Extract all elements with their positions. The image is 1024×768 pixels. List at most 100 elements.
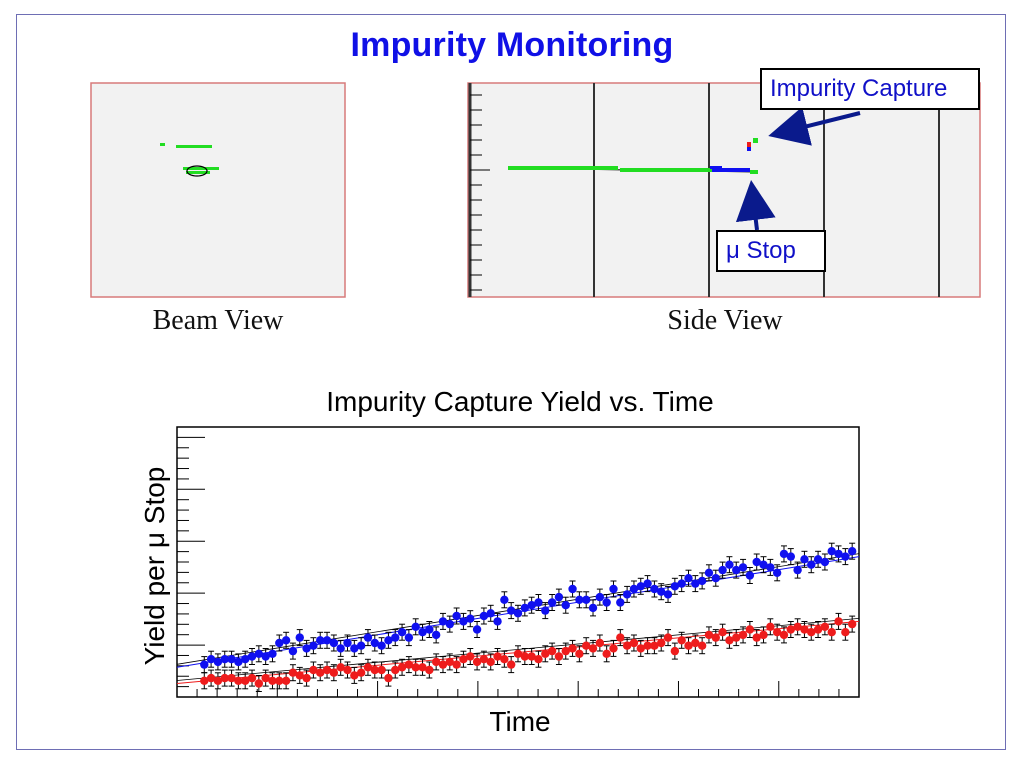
data-point [247,648,257,665]
point-marker [316,668,325,677]
point-marker [268,649,277,658]
data-point [622,585,632,603]
data-point [493,648,502,665]
point-marker [220,673,229,683]
point-marker [793,565,802,575]
point-marker [732,565,741,575]
point-marker [663,633,673,642]
data-point [391,661,400,679]
data-point [275,672,284,690]
point-marker [466,614,475,623]
point-marker [752,557,761,567]
point-marker [288,668,298,677]
data-point [329,664,339,682]
data-point [370,661,379,679]
data-point [254,645,264,663]
point-marker [254,649,264,658]
data-point [663,585,673,603]
data-point [377,661,386,679]
point-marker [438,617,448,626]
point-marker [609,644,618,653]
data-point [513,645,523,663]
data-point [302,639,311,657]
data-point [759,556,768,574]
point-marker [677,579,686,588]
point-marker [445,619,454,629]
point-marker [691,579,700,588]
data-point [220,669,229,687]
data-point [200,672,209,690]
data-point [472,653,482,671]
point-marker [268,676,277,685]
point-marker [847,619,857,629]
point-marker [841,552,850,561]
point-marker [759,630,768,640]
data-point [684,569,693,587]
data-point [704,564,714,582]
point-marker [772,628,782,637]
data-point [356,664,366,682]
data-point [411,618,420,636]
point-marker [602,649,611,658]
point-marker [336,644,345,653]
data-point [261,669,270,687]
data-point [459,650,468,668]
point-marker [643,579,652,588]
data-point [847,615,857,633]
data-point [779,545,789,563]
data-point [595,634,605,652]
point-marker [704,568,714,577]
data-point [677,575,686,593]
point-marker [431,657,441,667]
point-marker [500,655,509,664]
point-marker [452,611,461,621]
point-marker [384,636,393,645]
point-marker [691,638,700,648]
data-point [247,669,257,687]
data-point [500,591,509,609]
slide-frame [16,14,1006,750]
data-point [288,642,298,660]
data-point [391,629,400,647]
point-marker [520,652,530,661]
point-marker [302,673,311,683]
data-point [766,558,775,576]
point-marker [261,652,270,661]
data-point [295,629,304,647]
point-marker [684,641,693,650]
data-point [711,629,720,647]
data-point [629,580,639,598]
data-point [588,639,598,657]
point-marker [329,638,339,648]
point-marker [766,563,775,572]
point-marker [459,617,468,626]
point-marker [411,622,420,631]
point-marker [704,630,714,640]
point-marker [356,641,366,650]
data-point [547,594,557,611]
data-point [268,672,277,690]
point-marker [506,606,516,615]
point-marker [350,671,359,680]
data-point [302,669,311,687]
data-point [820,618,830,636]
data-point [356,637,366,655]
point-marker [350,644,359,653]
data-point [479,650,489,668]
data-point [520,648,530,665]
point-marker [718,628,727,637]
side-view-ticks [470,94,490,291]
data-point [670,642,680,660]
point-marker [650,584,659,594]
data-point [718,561,727,579]
data-point [268,645,277,663]
point-marker [711,633,720,642]
point-marker [718,565,727,575]
data-point [677,631,686,649]
point-marker [452,660,461,669]
point-marker [200,676,209,685]
data-point [459,612,468,630]
data-point [431,653,441,671]
point-marker [697,576,707,586]
data-point [445,653,454,671]
